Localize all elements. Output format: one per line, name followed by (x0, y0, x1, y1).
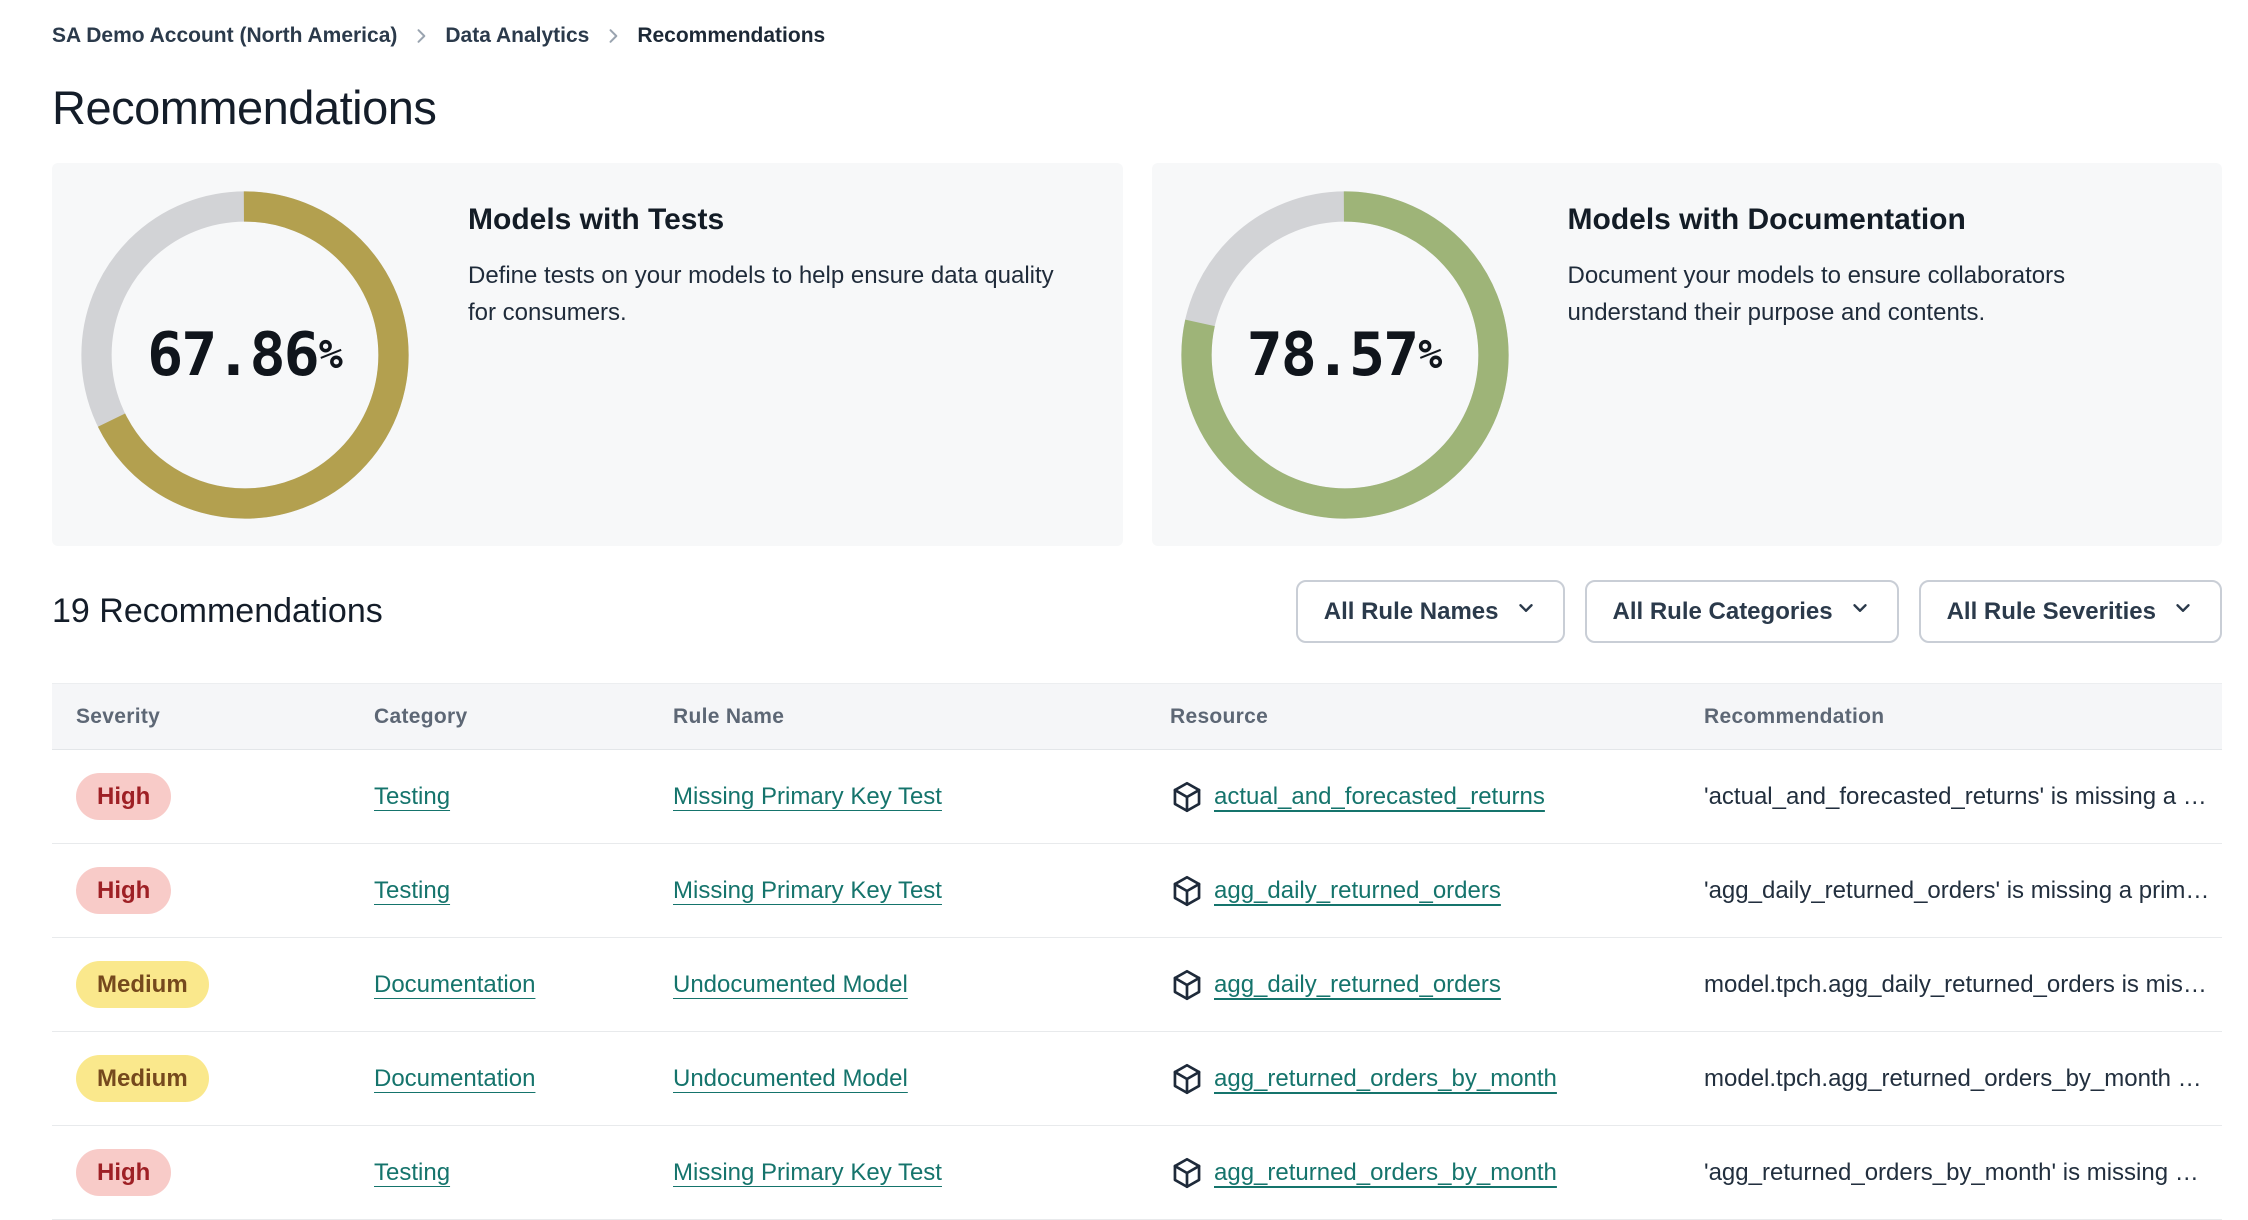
resource-cell: agg_daily_returned_orders (1146, 968, 1680, 1002)
chevron-right-icon (603, 26, 623, 46)
category-link[interactable]: Testing (374, 1158, 451, 1186)
breadcrumb-account-link[interactable]: SA Demo Account (North America) (52, 24, 398, 47)
documentation-card-text: Models with Documentation Document your … (1568, 163, 2187, 331)
rule-names-filter-label: All Rule Names (1323, 597, 1499, 625)
rule-name-cell: Missing Primary Key Test (649, 877, 1146, 905)
severity-badge: Medium (76, 1055, 209, 1102)
rule-severities-filter-dropdown[interactable]: All Rule Severities (1918, 580, 2222, 643)
severity-cell: High (52, 867, 350, 914)
column-header-recommendation: Recommendation (1704, 704, 1885, 728)
resource-link[interactable]: agg_daily_returned_orders (1214, 876, 1501, 904)
table-body: High Testing Missing Primary Key Test ac… (52, 750, 2222, 1220)
column-header-rule-name: Rule Name (673, 704, 785, 728)
recommendation-text: model.tpch.agg_returned_orders_by_month … (1704, 1064, 2202, 1092)
resource-cell: agg_returned_orders_by_month (1146, 1156, 1680, 1190)
category-cell: Testing (350, 783, 649, 811)
chevron-down-icon (2172, 597, 2194, 626)
recommendations-count-title: 19 Recommendations (52, 592, 383, 630)
column-header-resource: Resource (1170, 704, 1269, 728)
category-cell: Testing (350, 877, 649, 905)
severity-badge: High (76, 867, 172, 914)
rule-name-link[interactable]: Missing Primary Key Test (673, 1158, 942, 1186)
severity-badge: Medium (76, 961, 209, 1008)
recommendation-text: 'agg_daily_returned_orders' is missing a… (1704, 876, 2210, 904)
category-cell: Testing (350, 1159, 649, 1187)
table-row: High Testing Missing Primary Key Test ac… (52, 750, 2222, 844)
tests-card-title: Models with Tests (468, 203, 725, 236)
table-row: Medium Documentation Undocumented Model … (52, 938, 2222, 1032)
category-link[interactable]: Testing (374, 876, 451, 904)
resource-cell: agg_returned_orders_by_month (1146, 1062, 1680, 1096)
category-link[interactable]: Documentation (374, 970, 536, 998)
chevron-down-icon (1515, 597, 1537, 626)
rule-name-link[interactable]: Missing Primary Key Test (673, 876, 942, 904)
model-cube-icon (1170, 968, 1204, 1002)
table-row: High Testing Missing Primary Key Test ag… (52, 1126, 2222, 1220)
rule-categories-filter-dropdown[interactable]: All Rule Categories (1584, 580, 1899, 643)
severity-badge: High (76, 773, 172, 820)
tests-donut-chart: 67.86% (80, 190, 410, 520)
resource-link[interactable]: agg_returned_orders_by_month (1214, 1064, 1557, 1092)
rule-categories-filter-label: All Rule Categories (1612, 597, 1833, 625)
rule-name-link[interactable]: Missing Primary Key Test (673, 782, 942, 810)
category-cell: Documentation (350, 1065, 649, 1093)
documentation-percentage: 78.57% (1246, 319, 1443, 390)
resource-cell: agg_daily_returned_orders (1146, 874, 1680, 908)
rule-name-cell: Undocumented Model (649, 1065, 1146, 1093)
models-with-documentation-card: 78.57% Models with Documentation Documen… (1151, 163, 2222, 546)
tests-percentage: 67.86% (147, 319, 343, 390)
resource-link[interactable]: agg_returned_orders_by_month (1214, 1158, 1557, 1186)
category-cell: Documentation (350, 971, 649, 999)
rule-name-cell: Missing Primary Key Test (649, 783, 1146, 811)
resource-cell: actual_and_forecasted_returns (1146, 780, 1680, 814)
resource-link[interactable]: agg_daily_returned_orders (1214, 970, 1501, 998)
table-row: High Testing Missing Primary Key Test ag… (52, 844, 2222, 938)
documentation-card-description: Document your models to ensure collabora… (1567, 262, 2066, 326)
category-link[interactable]: Testing (374, 782, 451, 810)
rule-name-cell: Missing Primary Key Test (649, 1159, 1146, 1187)
documentation-card-title: Models with Documentation (1567, 203, 1966, 236)
metric-cards: 67.86% Models with Tests Define tests on… (52, 163, 2222, 546)
column-header-severity: Severity (76, 704, 161, 728)
chevron-down-icon (1849, 597, 1871, 626)
filter-bar: All Rule Names All Rule Categories All R… (1295, 580, 2222, 643)
breadcrumb-current: Recommendations (637, 24, 826, 47)
model-cube-icon (1170, 874, 1204, 908)
rule-name-link[interactable]: Undocumented Model (673, 970, 908, 998)
category-link[interactable]: Documentation (374, 1064, 536, 1092)
rule-names-filter-dropdown[interactable]: All Rule Names (1295, 580, 1565, 643)
tests-card-text: Models with Tests Define tests on your m… (468, 163, 1087, 331)
severity-badge: High (76, 1149, 172, 1196)
resource-link[interactable]: actual_and_forecasted_returns (1214, 782, 1545, 810)
rule-name-cell: Undocumented Model (649, 971, 1146, 999)
severity-cell: Medium (52, 1055, 350, 1102)
column-header-category: Category (374, 704, 468, 728)
breadcrumb: SA Demo Account (North America) Data Ana… (52, 18, 2222, 54)
model-cube-icon (1170, 780, 1204, 814)
table-row: Medium Documentation Undocumented Model … (52, 1032, 2222, 1126)
recommendation-text: 'agg_returned_orders_by_month' is missin… (1704, 1158, 2199, 1186)
recommendation-text: model.tpch.agg_daily_returned_orders is … (1704, 970, 2207, 998)
model-cube-icon (1170, 1062, 1204, 1096)
tests-card-description: Define tests on your models to help ensu… (468, 262, 1054, 326)
documentation-donut-chart: 78.57% (1180, 190, 1510, 520)
models-with-tests-card: 67.86% Models with Tests Define tests on… (52, 163, 1123, 546)
breadcrumb-project-link[interactable]: Data Analytics (445, 24, 590, 47)
rule-severities-filter-label: All Rule Severities (1946, 597, 2156, 625)
rule-name-link[interactable]: Undocumented Model (673, 1064, 908, 1092)
severity-cell: High (52, 773, 350, 820)
chevron-right-icon (411, 26, 431, 46)
severity-cell: High (52, 1149, 350, 1196)
list-header: 19 Recommendations All Rule Names All Ru… (52, 580, 2222, 643)
recommendations-table: Severity Category Rule Name Resource Rec… (52, 683, 2222, 1220)
table-header-row: Severity Category Rule Name Resource Rec… (52, 683, 2222, 750)
page-title: Recommendations (52, 81, 437, 134)
severity-cell: Medium (52, 961, 350, 1008)
recommendation-text: 'actual_and_forecasted_returns' is missi… (1704, 782, 2207, 810)
model-cube-icon (1170, 1156, 1204, 1190)
